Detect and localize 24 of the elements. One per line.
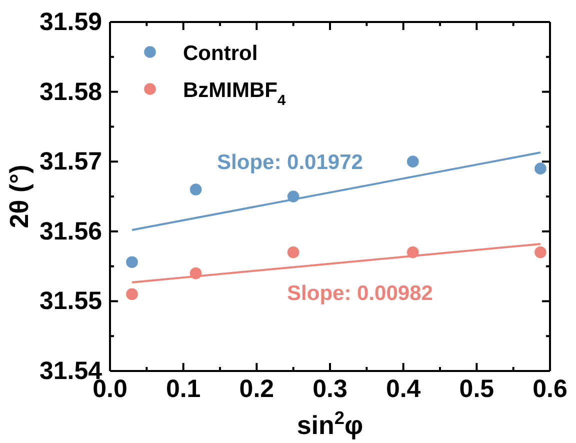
point [126,256,138,268]
point [126,288,138,300]
y-tick-label: 31.58 [39,78,102,106]
annotation: Slope: 0.00982 [287,282,433,305]
x-tick-label: 0.4 [386,374,421,403]
x-tick-label: 0.3 [312,374,348,403]
point [534,162,546,174]
x-tick-label: 0.2 [239,374,274,403]
y-axis-title: 2θ (°) [4,164,34,228]
point [406,156,419,168]
y-tick-label: 31.56 [39,217,102,246]
x-tick-label: 0.5 [459,374,494,403]
y-tick-label: 31.59 [39,8,102,36]
x-tick-label: 0.1 [166,374,201,403]
y-tick-label: 31.57 [39,148,102,176]
legend-label: Control [183,42,258,65]
point [534,246,546,258]
annotation: Slope: 0.01972 [217,151,363,174]
point [287,246,300,258]
legend-label: BzMIMBF$_{4}$ [183,79,286,109]
point [190,184,202,196]
x-tick-label: 0.6 [532,374,568,403]
y-tick-label: 31.55 [39,287,102,316]
x-axis-title: sin$^{2}$φ [296,408,364,440]
